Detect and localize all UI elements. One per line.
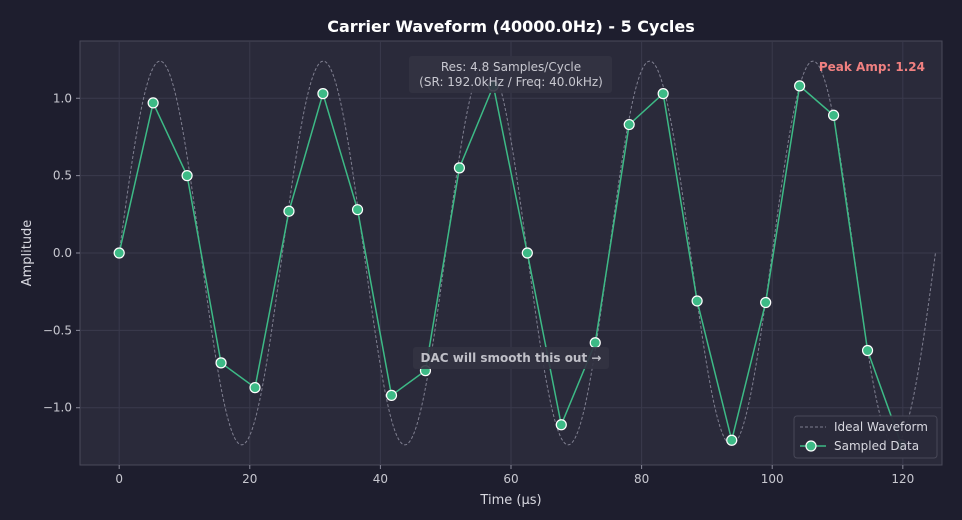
sample-point (249, 382, 261, 394)
sample-point (215, 357, 227, 369)
sample-point (861, 344, 874, 357)
sample-point (589, 337, 601, 349)
sample-point (113, 247, 125, 259)
sample-point (181, 170, 193, 182)
legend-box (793, 415, 938, 459)
x-tick-label: 80 (634, 472, 649, 486)
resolution-text-line2: (SR: 192.0kHz / Freq: 40.0kHz) (419, 75, 603, 89)
sample-point (385, 389, 398, 401)
sample-point (521, 247, 533, 259)
y-tick-label: 1.0 (53, 91, 72, 105)
x-tick-label: 120 (891, 472, 914, 486)
x-tick-label: 100 (761, 472, 784, 486)
resolution-text-line1: Res: 4.8 Samples/Cycle (441, 60, 581, 74)
dac-annotation: DAC will smooth this out → (413, 347, 609, 369)
sample-point (351, 204, 364, 216)
dac-note-box (413, 347, 609, 369)
axis-ticks: 0 20 40 60 80 100 120 −1.0 −0.5 0.0 0.5 1.0 (43, 91, 914, 486)
legend-sampled-swatch-marker (805, 440, 817, 452)
y-tick-label: −0.5 (43, 323, 72, 337)
x-tick-label: 60 (503, 472, 518, 486)
x-axis-label: Time (μs) (479, 493, 541, 508)
y-tick-label: 0.0 (53, 246, 72, 260)
grid (80, 41, 942, 465)
sample-point (657, 88, 669, 100)
sample-point (760, 296, 772, 309)
resolution-box (409, 56, 612, 93)
legend-ideal-label: Ideal Waveform (834, 420, 928, 434)
dac-note-text: DAC will smooth this out → (421, 351, 602, 365)
sample-point (827, 109, 840, 121)
x-tick-label: 20 (242, 472, 257, 486)
sample-point (317, 88, 329, 100)
sample-point (794, 80, 806, 92)
sample-point (555, 419, 567, 431)
sampled-data-series (113, 80, 908, 451)
sample-point (283, 205, 295, 217)
sample-point (691, 295, 703, 307)
y-tick-label: −1.0 (43, 401, 72, 415)
y-tick-label: 0.5 (53, 169, 72, 183)
x-tick-label: 0 (115, 472, 123, 486)
sample-point (453, 162, 466, 174)
sample-point (726, 434, 738, 446)
sampled-data-line (118, 83, 903, 446)
legend: Ideal Waveform Sampled Data (793, 415, 938, 459)
legend-sampled-label: Sampled Data (834, 439, 919, 453)
resolution-annotation: Res: 4.8 Samples/Cycle (SR: 192.0kHz / F… (409, 56, 612, 93)
peak-amplitude-label: Peak Amp: 1.24 (819, 60, 925, 74)
x-tick-label: 40 (373, 472, 388, 486)
sample-point (147, 97, 159, 109)
chart-title: Carrier Waveform (40000.0Hz) - 5 Cycles (327, 17, 695, 36)
y-axis-label: Amplitude (20, 220, 35, 287)
sample-point (623, 118, 635, 131)
